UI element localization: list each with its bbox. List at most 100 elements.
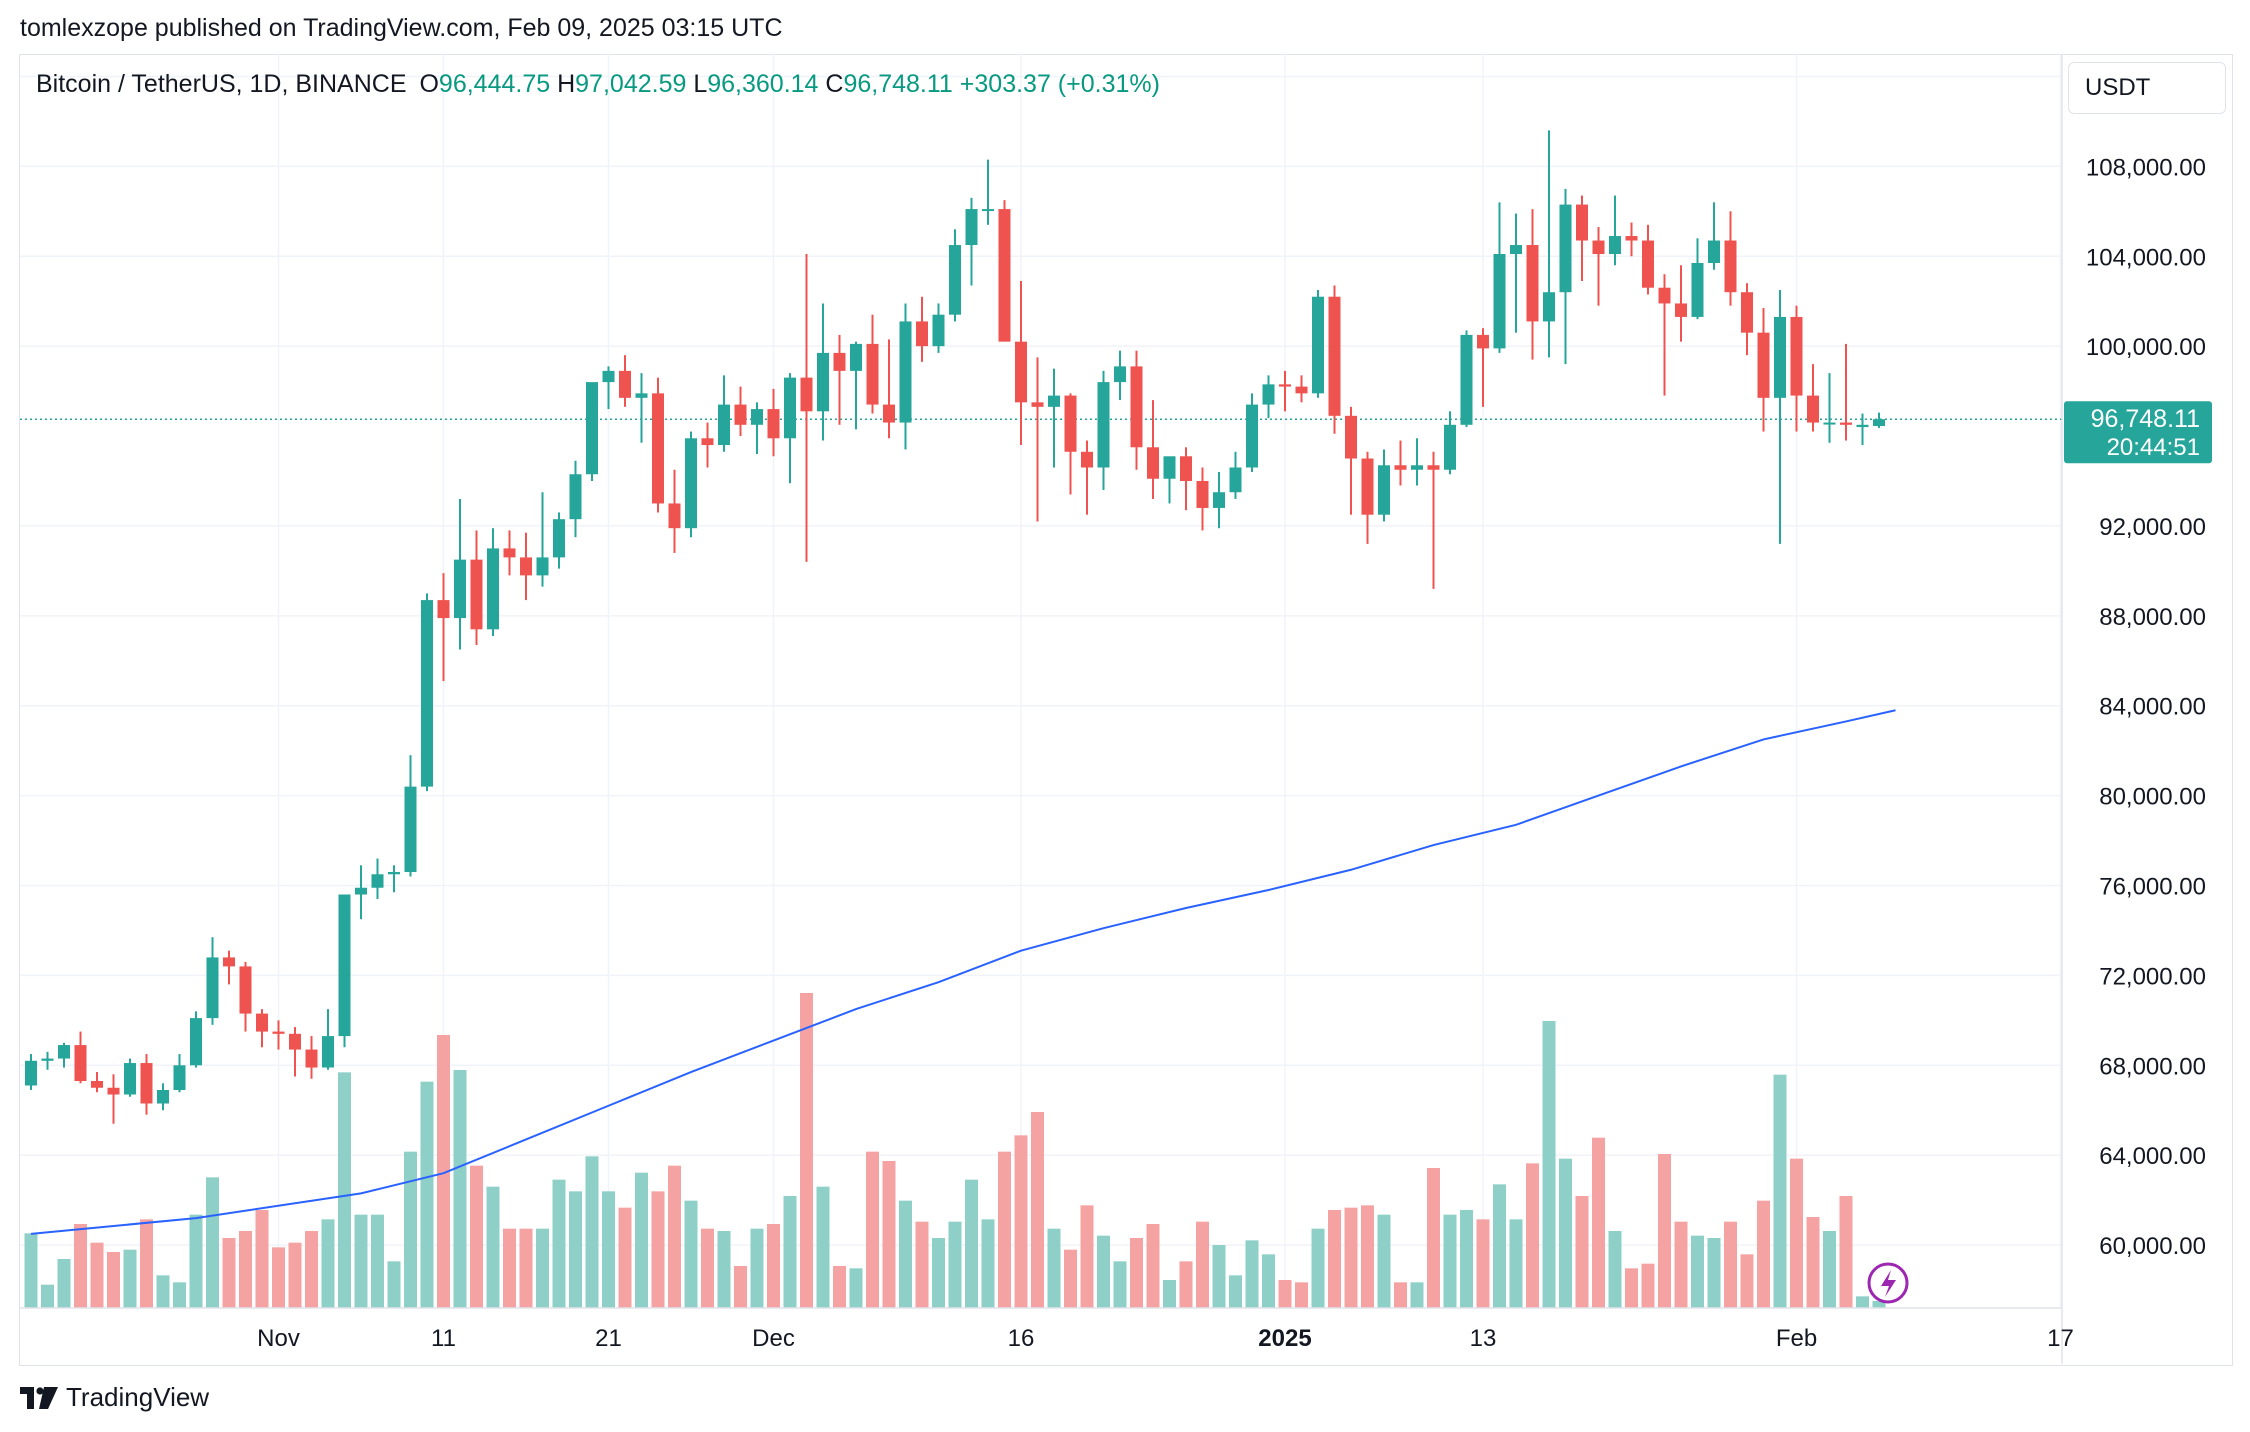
- candle-body: [734, 404, 747, 425]
- candle: [503, 530, 516, 576]
- candle: [998, 200, 1011, 342]
- candle-body: [1510, 245, 1522, 255]
- price-axis[interactable]: 60,000.00 64,000.00 68,000.00 72,000.00 76,0…: [2086, 64, 2206, 1260]
- candle: [74, 1031, 87, 1084]
- volume-bar: [1278, 1280, 1292, 1308]
- candle-body: [1246, 404, 1258, 468]
- candle: [1873, 412, 1885, 428]
- candle: [718, 375, 730, 452]
- symbol-name[interactable]: Bitcoin / TetherUS, 1D, BINANCE: [36, 70, 407, 98]
- candle-body: [850, 343, 862, 371]
- price-tick-label: 80,000.00: [2099, 784, 2206, 811]
- volume-bar: [1823, 1231, 1836, 1308]
- open-value: 96,444.75: [438, 70, 551, 98]
- price-tick-label: 100,000.00: [2086, 334, 2206, 361]
- volume-bar: [470, 1165, 483, 1308]
- volume-bar: [585, 1156, 599, 1308]
- volume-bar: [833, 1266, 846, 1308]
- candle: [289, 1027, 301, 1077]
- candle-body: [1708, 240, 1720, 263]
- chart-frame: [19, 54, 2233, 1366]
- candle: [1526, 209, 1539, 360]
- candle-body: [1312, 296, 1324, 394]
- candle: [1856, 413, 1869, 446]
- candle-body: [1411, 465, 1423, 470]
- candle-body: [1163, 456, 1176, 479]
- candle: [1460, 330, 1473, 428]
- candle: [1246, 393, 1258, 472]
- candle-body: [536, 557, 549, 576]
- tradingview-logo[interactable]: TradingView: [20, 1382, 209, 1413]
- candle-body: [1592, 240, 1605, 255]
- candle: [1708, 202, 1720, 270]
- candle-body: [553, 519, 565, 558]
- volume-bar: [1361, 1205, 1374, 1308]
- time-tick-label: Feb: [1776, 1325, 1817, 1352]
- candle-body: [421, 600, 433, 787]
- candle-body: [388, 872, 400, 875]
- volume-bar: [1080, 1205, 1094, 1308]
- volume-bar: [915, 1221, 929, 1308]
- candle-body: [223, 957, 235, 967]
- candle-body: [1015, 341, 1027, 403]
- candle: [800, 254, 813, 562]
- candle-body: [652, 393, 664, 504]
- close-value: 96,748.11: [843, 70, 953, 98]
- candle-body: [1048, 395, 1060, 407]
- candle-body: [899, 321, 912, 423]
- candle-body: [1675, 303, 1687, 317]
- volume-bar: [387, 1261, 401, 1308]
- candle: [850, 341, 862, 430]
- volume-bar: [701, 1228, 714, 1308]
- currency-button[interactable]: USDT: [2068, 62, 2226, 114]
- volume-bar: [981, 1219, 995, 1308]
- candle: [949, 229, 961, 322]
- price-tick-label: 84,000.00: [2099, 694, 2206, 721]
- candle-body: [470, 559, 483, 630]
- candle-body: [1609, 236, 1621, 255]
- candle: [355, 865, 367, 920]
- candle-body: [998, 209, 1011, 342]
- candle-body: [1444, 424, 1456, 470]
- volume-bar: [1394, 1282, 1407, 1308]
- candle: [1823, 373, 1836, 443]
- volume-bar: [453, 1070, 467, 1308]
- volume-bar: [57, 1259, 71, 1308]
- volume-bar: [1740, 1254, 1754, 1308]
- candle: [305, 1036, 318, 1079]
- candle-body: [322, 1036, 334, 1068]
- candle-body: [58, 1045, 70, 1059]
- volume-bar: [1592, 1137, 1605, 1308]
- candle: [1295, 375, 1308, 403]
- candle-body: [1394, 465, 1407, 470]
- candle: [1048, 368, 1060, 468]
- volume-bar: [1658, 1154, 1671, 1308]
- volume-bar: [1196, 1221, 1209, 1308]
- time-tick-label: 21: [595, 1325, 622, 1352]
- candle-body: [883, 404, 895, 423]
- flash-icon[interactable]: [1867, 1262, 1909, 1304]
- volume-bar: [1130, 1238, 1143, 1308]
- candle-body: [1378, 465, 1390, 515]
- volume-bar: [1328, 1210, 1341, 1308]
- candle: [487, 528, 499, 637]
- candle-body: [206, 957, 219, 1019]
- candle-body: [1658, 287, 1671, 304]
- candle: [1790, 305, 1803, 432]
- volume-bar: [882, 1161, 896, 1308]
- candle: [652, 377, 664, 513]
- time-axis[interactable]: Nov 11 21 Dec 16 2025 13 Feb 17: [257, 1325, 2074, 1352]
- volume-bar: [684, 1200, 698, 1308]
- candle-body: [1790, 316, 1803, 396]
- price-tick-label: 68,000.00: [2099, 1053, 2206, 1080]
- volume-bar: [107, 1252, 120, 1308]
- candle: [239, 961, 252, 1032]
- candle: [1411, 438, 1423, 486]
- candle-body: [107, 1087, 120, 1095]
- candle-body: [1493, 254, 1506, 349]
- candle-body: [1543, 292, 1555, 322]
- candle-body: [91, 1081, 103, 1088]
- volume-bar: [849, 1268, 863, 1308]
